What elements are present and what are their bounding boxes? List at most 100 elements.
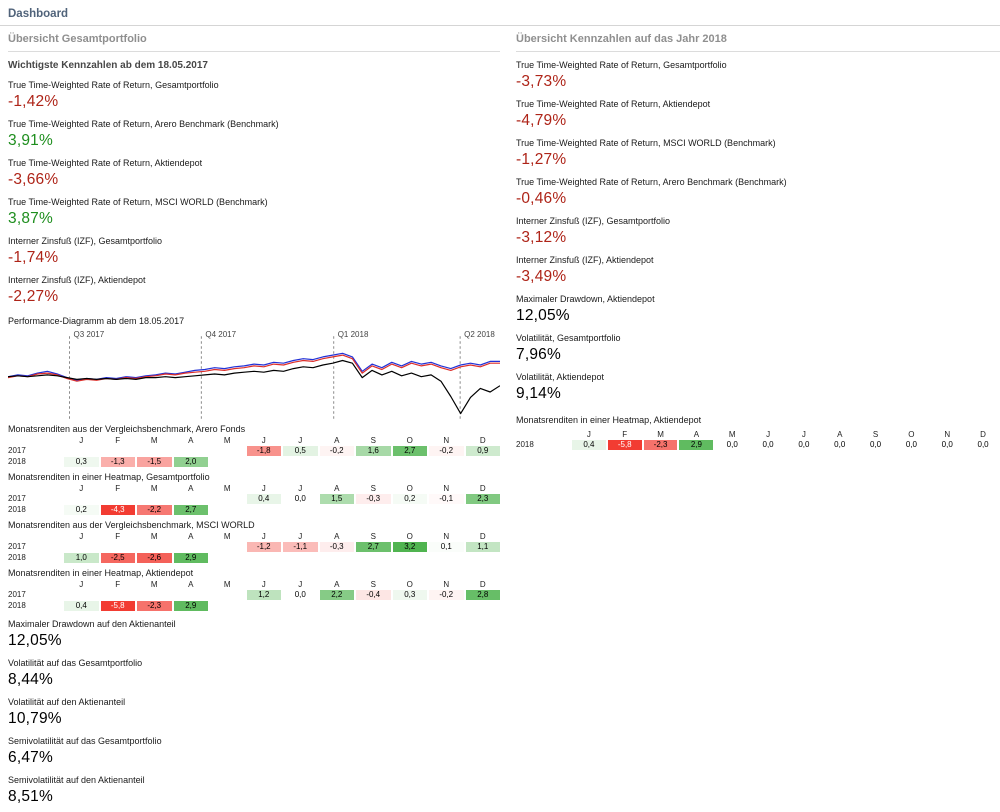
heatmap-month-header: S [872,430,879,439]
page-title: Dashboard [8,8,69,20]
metric-value: 8,44% [8,671,53,688]
heatmap-month-header: N [944,430,951,439]
heatmap-year-label: 2017 [8,494,26,503]
left-section-divider [8,51,500,52]
heatmap-cell: -0,1 [429,494,464,504]
quarter-label: Q4 2017 [205,330,237,339]
metric-value: -3,49% [516,268,567,285]
heatmap-month-header: J [261,532,266,541]
heatmap-cell [356,505,391,515]
heatmap-cell: -0,2 [429,446,464,456]
heatmap-title: Monatsrenditen aus der Vergleichsbenchma… [8,520,255,530]
heatmap-cell: 2,9 [679,440,714,450]
heatmap-cell: -5,8 [100,601,135,611]
heatmap-cell [210,457,245,467]
metric-value: -3,73% [516,73,567,90]
heatmap-year-label: 2017 [8,446,26,455]
heatmap-year-label: 2018 [8,505,26,514]
dashboard-columns: Übersicht Gesamtportfolio Wichtigste Ken… [8,33,1000,806]
heatmap-month-header: J [79,436,84,445]
heatmap-month-header: M [223,532,231,541]
heatmap-cell: 2,7 [356,542,391,552]
metric-label: Semivolatilität auf den Aktienanteil [8,775,145,785]
heatmap-cell: 0,0 [726,440,738,449]
metric-label: True Time-Weighted Rate of Return, Aktie… [516,99,711,109]
heatmap-month-header: J [298,484,303,493]
heatmap-block: Monatsrenditen in einer Heatmap, Aktiend… [8,568,500,611]
heatmap-month-header: S [370,532,376,541]
metric-value: -3,12% [516,229,567,246]
quarter-label: Q1 2018 [337,330,369,339]
heatmap-cell: 0,2 [392,494,427,504]
left-bottom-metrics-list: Maximaler Drawdown auf den Aktienanteil 1… [8,619,500,806]
heatmap-month-header: M [223,436,231,445]
heatmap-cell [174,542,209,552]
heatmap-cell: -0,2 [429,590,464,600]
heatmap-month-header: F [115,484,121,493]
heatmap-cell [283,601,318,611]
heatmap-cell [429,505,464,515]
left-column: Übersicht Gesamtportfolio Wichtigste Ken… [8,33,500,806]
heatmap-cell: 1,1 [465,542,500,552]
heatmap-year-label: 2018 [8,601,26,610]
heatmap-month-header: J [261,580,266,589]
heatmap-year-label: 2018 [8,553,26,562]
metric-value: 6,47% [8,749,53,766]
metric-value: -1,74% [8,249,59,266]
left-metrics-list: True Time-Weighted Rate of Return, Gesam… [8,80,500,306]
heatmap-cell: 0,3 [64,457,99,467]
heatmap-month-header: S [370,580,376,589]
heatmap-month-header: O [406,532,413,541]
heatmap-cell: -5,8 [607,440,642,450]
heatmap-cell [64,494,99,504]
heatmap-cell [356,601,391,611]
heatmap-title: Monatsrenditen in einer Heatmap, Aktiend… [8,568,194,578]
heatmap-month-header: J [79,532,84,541]
performance-chart-label: Performance-Diagramm ab dem 18.05.2017 [8,316,185,326]
right-section-divider [516,51,1000,52]
heatmap-block: J F M A M J J A S O N D 2018 0,4 -5,8 -2,3 2,9 0,0 0,0 0,0 0… [516,430,1000,450]
heatmap-month-header: O [908,430,915,439]
heatmap-month-header: J [79,484,84,493]
left-heatmaps: Monatsrenditen aus der Vergleichsbenchma… [8,424,500,611]
heatmap-month-header: M [657,430,664,439]
heatmap-month-header: J [766,430,771,439]
heatmap-grid: J F M A M J J A S O N D 2017 0,4 0,0 1,5 -0,3 0,2 -0,1 2,3 2… [8,484,500,515]
heatmap-cell [210,601,245,611]
metric-label: True Time-Weighted Rate of Return, MSCI … [8,197,268,207]
heatmap-cell [210,505,245,515]
metric-value: 9,14% [516,385,561,402]
heatmap-cell: -2,3 [137,601,172,611]
heatmap-corner [8,484,62,493]
heatmap-cell: 0,0 [941,440,953,449]
heatmap-cell [429,553,464,563]
heatmap-month-header: O [406,484,413,493]
heatmap-month-header: M [150,580,158,589]
metric-label: Maximaler Drawdown auf den Aktienanteil [8,619,176,629]
heatmap-cell: 0,4 [572,440,606,450]
heatmap-cell: 2,0 [173,457,208,467]
metric-value: -1,27% [516,151,567,168]
heatmap-cell [174,446,209,456]
heatmap-cell: -1,3 [100,457,135,467]
heatmap-month-header: A [188,580,194,589]
heatmap-cell: 0,9 [465,446,500,456]
performance-chart: Q3 2017 Q4 2017 Q1 2018 Q2 2018 [8,329,500,419]
heatmap-cell [137,446,172,456]
heatmap-month-header: A [334,580,340,589]
heatmap-cell [101,446,136,456]
heatmap-cell: -0,2 [319,446,354,456]
heatmap-year-label: 2018 [8,457,26,466]
heatmap-month-header: N [443,580,450,589]
heatmap-cell [247,457,282,467]
heatmap-cell: 0,0 [798,440,810,449]
metric-label: Volatilität, Gesamtportfolio [516,333,621,343]
heatmap-corner [8,436,62,445]
heatmap-month-header: F [115,580,121,589]
performance-chart-svg [8,329,500,419]
heatmap-month-header: F [115,436,121,445]
metric-label: Interner Zinsfuß (IZF), Aktiendepot [8,275,146,285]
heatmap-cell [393,457,428,467]
heatmap-cell [137,494,172,504]
